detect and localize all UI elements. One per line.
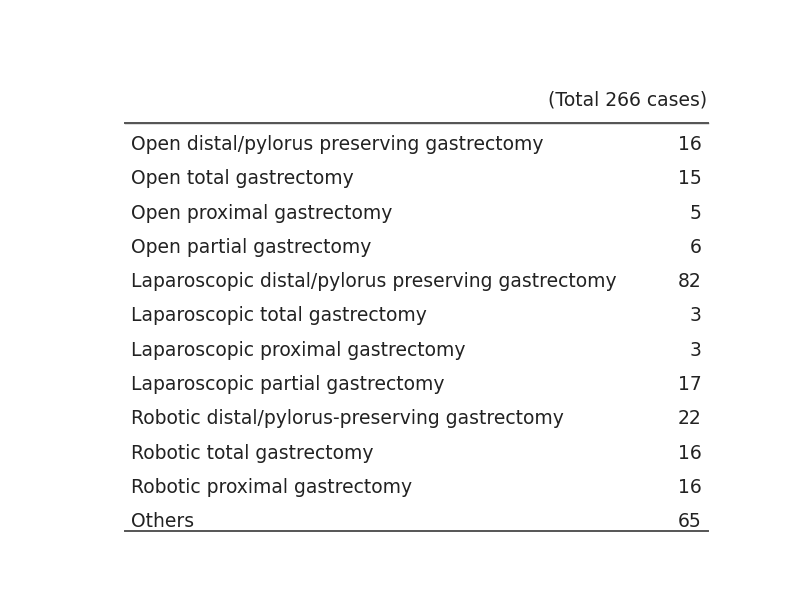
Text: Laparoscopic total gastrectomy: Laparoscopic total gastrectomy [131,306,427,326]
Text: Open proximal gastrectomy: Open proximal gastrectomy [131,204,392,223]
Text: 3: 3 [690,306,702,326]
Text: Laparoscopic distal/pylorus preserving gastrectomy: Laparoscopic distal/pylorus preserving g… [131,272,617,291]
Text: 65: 65 [678,512,702,531]
Text: Open total gastrectomy: Open total gastrectomy [131,170,354,188]
Text: 16: 16 [678,478,702,497]
Text: 16: 16 [678,135,702,154]
Text: 5: 5 [690,204,702,223]
Text: Laparoscopic partial gastrectomy: Laparoscopic partial gastrectomy [131,375,445,394]
Text: Laparoscopic proximal gastrectomy: Laparoscopic proximal gastrectomy [131,341,466,360]
Text: Robotic proximal gastrectomy: Robotic proximal gastrectomy [131,478,412,497]
Text: Robotic total gastrectomy: Robotic total gastrectomy [131,443,374,462]
Text: Open partial gastrectomy: Open partial gastrectomy [131,238,371,257]
Text: 3: 3 [690,341,702,360]
Text: Others: Others [131,512,194,531]
Text: 82: 82 [678,272,702,291]
Text: Open distal/pylorus preserving gastrectomy: Open distal/pylorus preserving gastrecto… [131,135,543,154]
Text: 16: 16 [678,443,702,462]
Text: 15: 15 [678,170,702,188]
Text: (Total 266 cases): (Total 266 cases) [549,90,708,109]
Text: 22: 22 [678,409,702,428]
Text: 17: 17 [678,375,702,394]
Text: Robotic distal/pylorus-preserving gastrectomy: Robotic distal/pylorus-preserving gastre… [131,409,564,428]
Text: 6: 6 [690,238,702,257]
